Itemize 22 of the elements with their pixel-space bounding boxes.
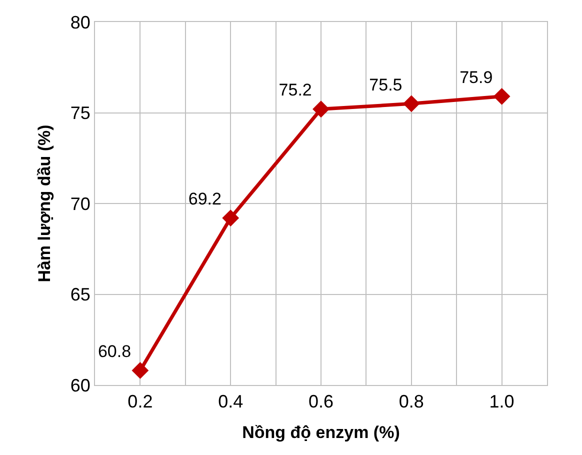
data-label: 75.9	[460, 68, 493, 88]
point	[132, 362, 149, 379]
point	[222, 210, 240, 226]
data-label: 75.5	[369, 75, 402, 94]
point	[312, 100, 330, 118]
data-label: 69.2	[188, 190, 222, 209]
data-label: 75.2	[278, 80, 312, 100]
y-tick-label: 75	[70, 103, 90, 124]
data-label: 60.8	[98, 342, 132, 362]
x-tick-label: 0.6	[308, 392, 334, 412]
y-tick-label: 70	[70, 194, 90, 214]
y-tick-label: 60	[70, 375, 90, 396]
y-axis-title: Hàm lượng dầu (%)	[34, 124, 54, 282]
x-tick-label: 1.0	[489, 392, 514, 412]
y-tick-label: 80	[70, 12, 90, 32]
point	[402, 95, 420, 112]
x-axis-title: Nồng độ enzym (%)	[242, 423, 400, 442]
x-tick-label: 0.4	[218, 392, 244, 412]
x-tick-label: 0.8	[398, 392, 424, 412]
point	[493, 88, 510, 105]
x-tick-label: 0.2	[128, 392, 153, 412]
y-tick-label: 65	[70, 284, 90, 305]
